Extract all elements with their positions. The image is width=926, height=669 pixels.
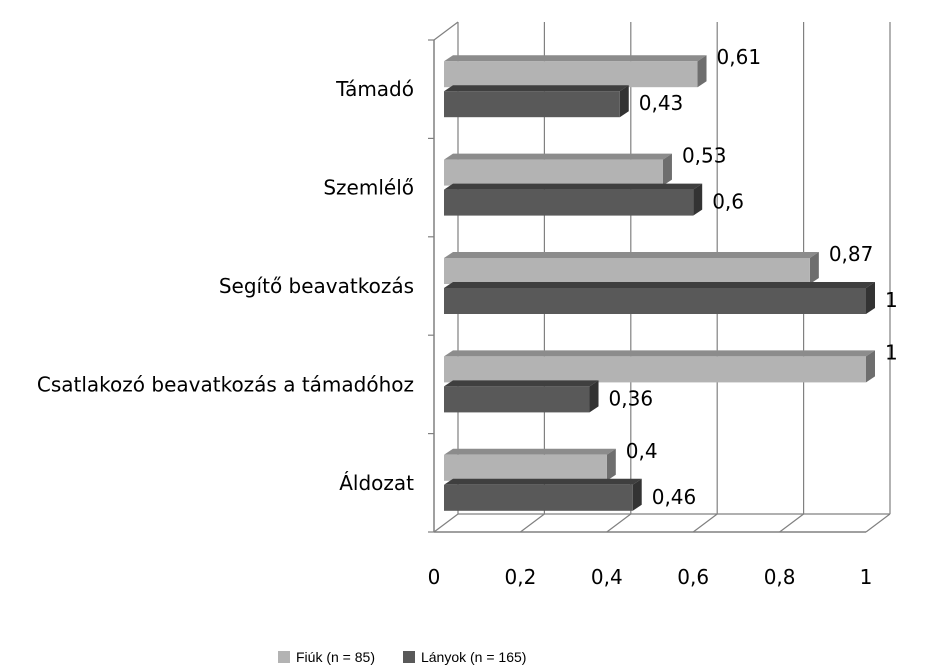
bar-side bbox=[589, 380, 599, 413]
bar-top bbox=[444, 478, 642, 485]
legend-label-fiuk: Fiúk (n = 85) bbox=[296, 649, 375, 665]
data-label: 0,46 bbox=[652, 485, 697, 509]
legend-item-fiuk: Fiúk (n = 85) bbox=[278, 649, 375, 665]
legend-item-lanyok: Lányok (n = 165) bbox=[402, 649, 527, 665]
floor-gridline bbox=[433, 513, 459, 533]
category-label: Szemlélő bbox=[323, 176, 414, 200]
legend: Fiúk (n = 85) Lányok (n = 165) bbox=[278, 649, 526, 665]
bar-top bbox=[444, 55, 707, 62]
floor-gridline bbox=[865, 513, 891, 533]
legend-swatch-fiuk bbox=[278, 651, 290, 663]
bar-top bbox=[444, 350, 875, 357]
x-tick-label: 0,8 bbox=[764, 565, 796, 589]
side-wall-edge bbox=[433, 21, 459, 41]
category-label: Támadó bbox=[335, 77, 414, 101]
bar bbox=[444, 454, 607, 481]
data-label: 1 bbox=[885, 288, 898, 312]
bar-top bbox=[444, 183, 703, 190]
bar bbox=[444, 386, 590, 413]
bar bbox=[444, 159, 663, 186]
bar-top bbox=[444, 282, 875, 288]
bar bbox=[444, 484, 633, 511]
data-label: 0,61 bbox=[717, 45, 762, 69]
bar-side bbox=[606, 448, 616, 481]
data-label: 1 bbox=[885, 340, 898, 364]
bar bbox=[444, 189, 694, 216]
x-tick-label: 0 bbox=[428, 565, 441, 589]
bar-top bbox=[444, 85, 629, 92]
data-label: 0,53 bbox=[682, 144, 727, 168]
category-label: Áldozat bbox=[339, 471, 414, 495]
bar-side bbox=[619, 85, 629, 118]
bar bbox=[444, 258, 810, 284]
data-label: 0,87 bbox=[829, 242, 874, 266]
bar-side bbox=[662, 153, 672, 186]
category-label: Segítő beavatkozás bbox=[219, 274, 414, 298]
x-tick-label: 0,2 bbox=[504, 565, 536, 589]
bar-side bbox=[693, 183, 703, 216]
bar-top bbox=[444, 153, 672, 160]
data-label: 0,4 bbox=[626, 439, 658, 463]
x-tick-label: 1 bbox=[860, 565, 873, 589]
bar-side bbox=[809, 252, 819, 284]
data-label: 0,36 bbox=[609, 386, 654, 410]
bar bbox=[444, 61, 698, 88]
floor-gridline bbox=[692, 513, 718, 533]
category-label: Csatlakozó beavatkozás a támadóhoz bbox=[37, 372, 414, 396]
bar-top bbox=[444, 380, 599, 387]
data-label: 0,43 bbox=[639, 91, 684, 115]
floor-gridline bbox=[779, 513, 804, 533]
x-tick-label: 0,4 bbox=[591, 565, 623, 589]
bar-side bbox=[632, 478, 642, 511]
legend-swatch-lanyok bbox=[402, 651, 415, 663]
data-label: 0,6 bbox=[712, 190, 744, 214]
bar bbox=[444, 91, 620, 118]
legend-label-lanyok: Lányok (n = 165) bbox=[420, 649, 527, 665]
bar bbox=[444, 288, 866, 314]
bar-side bbox=[697, 55, 707, 88]
bar-top bbox=[444, 448, 616, 455]
bar-side bbox=[866, 282, 875, 314]
floor-gridline bbox=[606, 513, 632, 533]
bar-side bbox=[866, 350, 875, 383]
floor-gridline bbox=[520, 513, 545, 533]
bar-top bbox=[444, 252, 819, 258]
x-tick-label: 0,6 bbox=[677, 565, 709, 589]
bar bbox=[444, 356, 866, 383]
